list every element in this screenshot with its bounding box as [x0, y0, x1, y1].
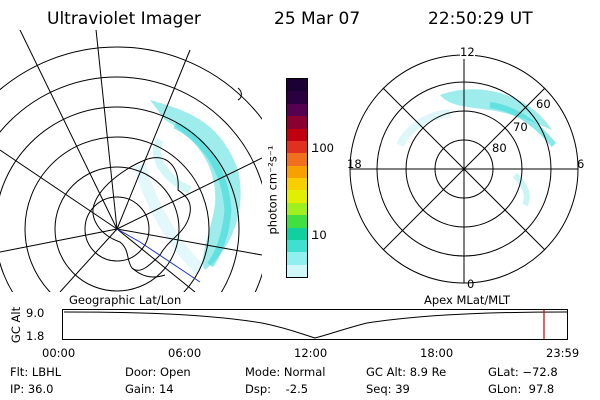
door-status: Door: Open [125, 365, 191, 379]
colorbar-segment [287, 91, 307, 104]
mlat-label-70: 70 [513, 120, 528, 134]
colorbar-segment [287, 178, 307, 191]
magnetic-polar-plot [349, 54, 579, 284]
mlt-label-18: 18 [347, 157, 362, 171]
colorbar-segment [287, 202, 307, 216]
colorbar-unit-label: photon cm⁻²s⁻¹ [265, 145, 280, 235]
colorbar-segment [287, 128, 307, 141]
geographic-latitude-status: GLat: −72.8 [488, 365, 558, 379]
colorbar-tick-100: 100 [312, 141, 334, 155]
right-panel-caption: Apex MLat/MLT [424, 293, 511, 307]
altitude-curve [63, 311, 568, 339]
timeline-ytick-low: 1.8 [26, 329, 45, 343]
geographic-longitude-status: GLon: 97.8 [488, 382, 555, 396]
colorbar-tick-10: 10 [312, 228, 327, 242]
timeline-xtick-1800: 18:00 [420, 346, 454, 360]
colorbar-segment [287, 79, 307, 92]
colorbar-segment [287, 103, 307, 117]
left-panel-caption: Geographic Lat/Lon [69, 293, 182, 307]
mlat-label-60: 60 [536, 97, 551, 111]
filter-status: Flt: LBHL [10, 365, 62, 379]
ip-status: IP: 36.0 [10, 382, 54, 396]
mlt-label-0: 0 [467, 277, 475, 291]
timeline-xtick-0000: 00:00 [42, 346, 76, 360]
colorbar-segment [287, 252, 307, 265]
colorbar-segment [287, 116, 307, 129]
colorbar-segment [287, 264, 307, 277]
timeline-axis-label: GC Alt [9, 306, 24, 344]
image-time: 22:50:29 UT [428, 9, 533, 29]
colorbar-segment [287, 239, 307, 253]
colorbar-segment [287, 140, 307, 154]
mode-status: Mode: Normal [245, 365, 326, 379]
colorbar-segment [287, 190, 307, 203]
aurora-emission-left [134, 100, 241, 275]
mlat-label-80: 80 [492, 141, 507, 155]
timeline-ytick-high: 9.0 [26, 306, 45, 320]
timeline-xtick-2359: 23:59 [546, 346, 580, 360]
mlt-label-6: 6 [577, 157, 585, 171]
colorbar-segment [287, 215, 307, 228]
colorbar-segment [287, 227, 307, 240]
gain-status: Gain: 14 [125, 382, 174, 396]
geographic-map-panel [0, 30, 262, 292]
colorbar-segment [287, 153, 307, 166]
gc-altitude-status: GC Alt: 8.9 Re [366, 365, 447, 379]
altitude-timeline [62, 309, 568, 340]
sequence-status: Seq: 39 [366, 382, 410, 396]
instrument-title: Ultraviolet Imager [47, 9, 201, 29]
timeline-xtick-1200: 12:00 [294, 346, 328, 360]
footprint-trace [116, 228, 201, 283]
dsp-status: Dsp: -2.5 [245, 382, 309, 396]
color-scale-bar [286, 78, 308, 278]
timeline-xtick-0600: 06:00 [168, 346, 202, 360]
image-date: 25 Mar 07 [274, 9, 361, 29]
colorbar-segment [287, 165, 307, 178]
aurora-emission-right [396, 89, 557, 207]
mlt-label-12: 12 [460, 45, 475, 59]
